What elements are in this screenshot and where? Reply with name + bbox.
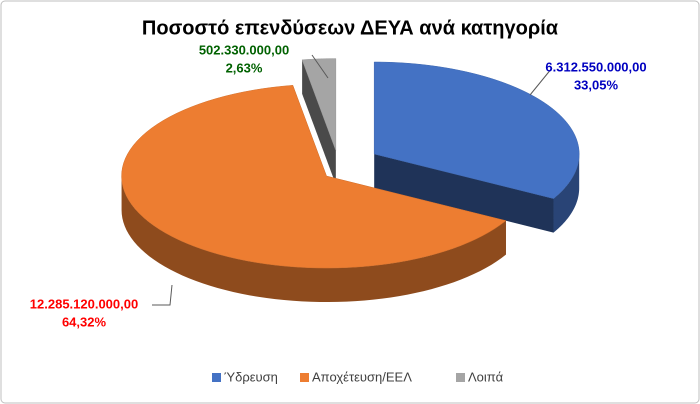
slice-side (121, 176, 506, 303)
slice-side (302, 59, 336, 185)
slice (373, 61, 580, 199)
legend-label: Ύδρευση (224, 369, 278, 384)
leader-line (529, 67, 553, 96)
chart-title: Ποσοστό επενδύσεων ΔΕΥΑ ανά κατηγορία (142, 17, 559, 39)
leader-line (311, 54, 329, 79)
data-label-percent: 33,05% (574, 77, 619, 92)
legend-swatch (300, 373, 309, 382)
legend-swatch (212, 373, 221, 382)
slice (301, 58, 337, 151)
legend-swatch (456, 373, 465, 382)
slice (121, 85, 507, 269)
slice-side (374, 154, 554, 233)
data-label-percent: 2,63% (226, 60, 263, 75)
legend-label: Λοιπά (468, 369, 504, 384)
leader-line (152, 284, 173, 306)
legend-label: Αποχέτευση/ΕΕΛ (312, 369, 412, 384)
data-label-value: 502.330.000,00 (199, 42, 289, 57)
data-label-value: 12.285.120.000,00 (30, 296, 138, 311)
data-label-value: 6.312.550.000,00 (545, 59, 646, 74)
data-label-percent: 64,32% (62, 314, 107, 329)
slice-side (553, 154, 580, 233)
